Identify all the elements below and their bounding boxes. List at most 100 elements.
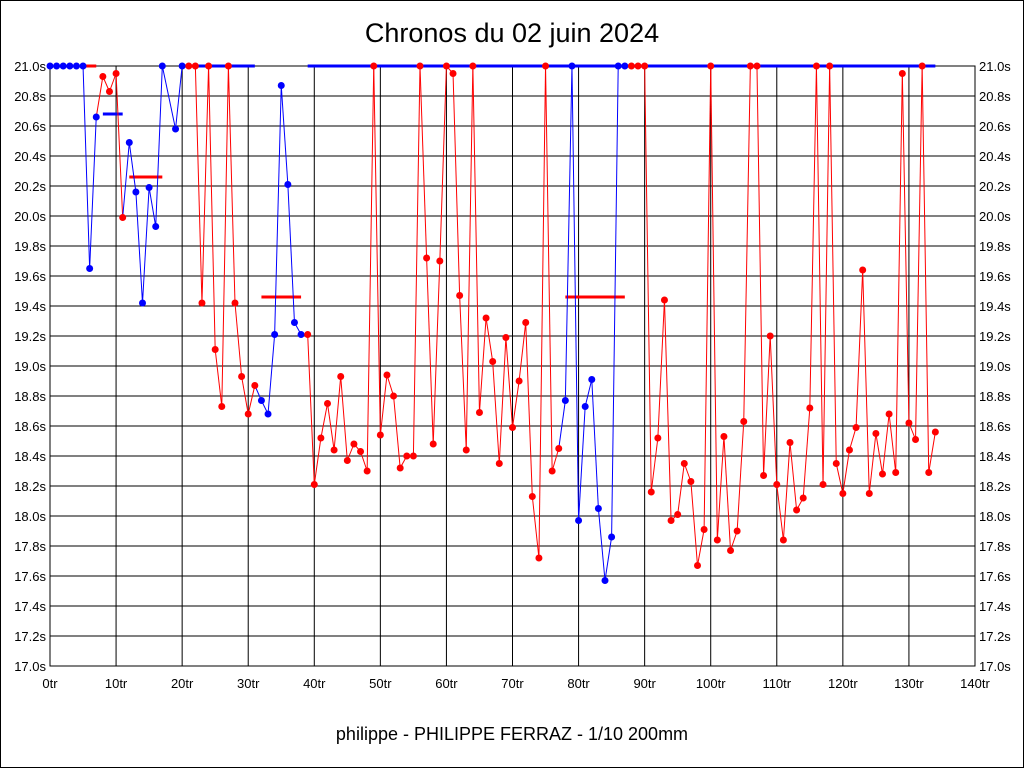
- series-line-segment: [776, 484, 784, 541]
- series-line-segment: [412, 65, 421, 457]
- data-point: [766, 332, 774, 340]
- x-tick-label: 40tr: [303, 676, 326, 691]
- data-point: [707, 62, 715, 70]
- data-point: [641, 62, 649, 70]
- data-point: [845, 446, 853, 454]
- series-line-segment: [875, 433, 883, 475]
- data-point: [568, 62, 576, 70]
- y-tick-label-left: 18.8s: [14, 389, 46, 404]
- y-tick-label-left: 17.6s: [14, 569, 46, 584]
- series-line-segment: [802, 407, 811, 499]
- data-point: [793, 506, 801, 514]
- y-tick-label-left: 19.2s: [14, 329, 46, 344]
- data-point: [185, 62, 193, 70]
- series-line-segment: [644, 65, 652, 493]
- series-line-segment: [736, 421, 745, 532]
- y-tick-label-left: 17.4s: [14, 599, 46, 614]
- y-tick-label-right: 17.8s: [979, 539, 1011, 554]
- data-point: [423, 254, 431, 262]
- data-point: [925, 469, 933, 476]
- y-tick-label-right: 18.0s: [979, 509, 1011, 524]
- series-line-segment: [221, 65, 229, 407]
- y-tick-label-left: 18.4s: [14, 449, 46, 464]
- data-point: [112, 70, 120, 77]
- y-tick-label-left: 20.0s: [14, 209, 46, 224]
- series-line-segment: [161, 65, 177, 130]
- x-tick-label: 140tr: [960, 676, 990, 691]
- data-point: [912, 436, 920, 443]
- series-line-segment: [465, 65, 474, 451]
- data-point: [680, 460, 688, 467]
- series-line-segment: [472, 65, 480, 413]
- series-line-segment: [697, 529, 705, 566]
- data-point: [224, 62, 232, 70]
- series-line-segment: [809, 65, 817, 409]
- chart-title: Chronos du 02 juin 2024: [364, 18, 660, 48]
- data-point: [429, 440, 437, 448]
- data-point: [324, 400, 331, 407]
- y-tick-label-left: 21.0s: [14, 59, 46, 74]
- series-line-segment: [551, 448, 560, 472]
- series-line-segment: [148, 187, 157, 227]
- series-line-segment: [227, 65, 236, 304]
- series-line-segment: [459, 295, 467, 451]
- series-line-segment: [769, 335, 778, 485]
- data-point: [872, 430, 880, 437]
- data-point: [687, 478, 695, 485]
- data-point: [205, 62, 213, 70]
- y-tick-label-right: 20.0s: [979, 209, 1011, 224]
- data-point: [674, 511, 682, 518]
- data-point: [396, 464, 404, 472]
- data-point: [654, 434, 662, 442]
- x-tick-label: 130tr: [894, 676, 924, 691]
- data-point: [753, 62, 761, 70]
- data-point: [409, 452, 417, 460]
- data-point: [918, 62, 926, 70]
- data-point: [244, 410, 252, 418]
- data-point: [575, 517, 583, 524]
- series-line-segment: [558, 400, 566, 449]
- y-tick-label-right: 20.2s: [979, 179, 1011, 194]
- series-line-segment: [247, 385, 256, 415]
- data-point: [442, 62, 450, 70]
- data-point: [779, 536, 787, 544]
- series-line-segment: [267, 334, 276, 415]
- series-line-segment: [782, 442, 791, 541]
- series-line-segment: [478, 317, 487, 413]
- data-point: [363, 467, 371, 475]
- data-point: [555, 445, 563, 452]
- y-tick-label-right: 18.4s: [979, 449, 1011, 464]
- data-point: [449, 70, 457, 77]
- y-tick-label-left: 17.2s: [14, 629, 46, 644]
- series-line-segment: [313, 437, 322, 485]
- y-tick-label-right: 19.0s: [979, 359, 1011, 374]
- y-tick-label-left: 18.2s: [14, 479, 46, 494]
- data-point: [72, 62, 80, 70]
- data-point: [713, 536, 721, 544]
- series-line-segment: [710, 65, 718, 541]
- y-tick-label-left: 17.0s: [14, 659, 46, 674]
- y-tick-label-right: 19.6s: [979, 269, 1011, 284]
- data-point: [152, 223, 160, 230]
- series-line-segment: [485, 317, 494, 362]
- series-line-segment: [690, 481, 698, 566]
- series-line-segment: [597, 508, 606, 581]
- data-point: [865, 490, 873, 497]
- data-point: [806, 404, 814, 412]
- data-point: [436, 257, 444, 265]
- series-line-segment: [452, 73, 461, 296]
- series-line-segment: [716, 436, 725, 541]
- series-line-segment: [591, 379, 599, 509]
- y-tick-label-left: 19.6s: [14, 269, 46, 284]
- series-line-segment: [320, 403, 328, 439]
- y-tick-label-left: 20.6s: [14, 119, 46, 134]
- data-point: [614, 62, 622, 70]
- data-point: [172, 125, 180, 133]
- y-tick-label-right: 18.8s: [979, 389, 1011, 404]
- series-line-segment: [175, 65, 183, 130]
- y-tick-label-right: 17.0s: [979, 659, 1011, 674]
- data-point: [119, 214, 127, 221]
- data-point: [502, 334, 510, 341]
- series-line-segment: [901, 73, 910, 424]
